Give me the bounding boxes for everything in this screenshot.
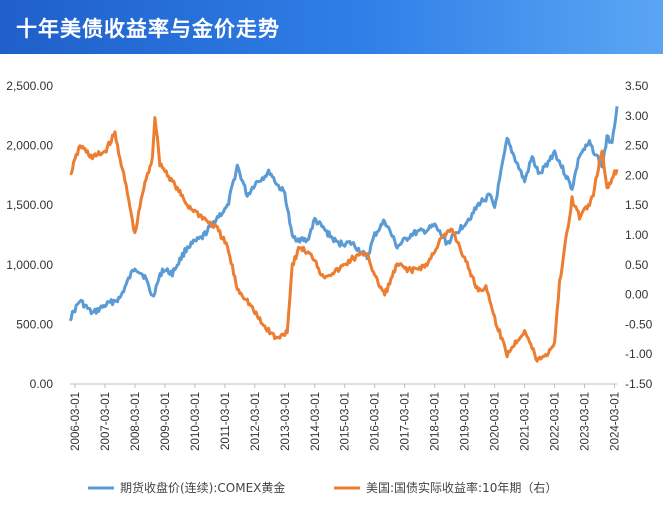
y-left-tick-label: 2,500.00 bbox=[6, 79, 53, 93]
y-left-tick-label: 1,000.00 bbox=[6, 258, 53, 272]
series-line-real-yield bbox=[69, 116, 619, 363]
y-right-tick-label: -1.50 bbox=[625, 377, 653, 391]
y-right-tick-label: 3.50 bbox=[625, 79, 649, 93]
y-left-tick-label: 500.00 bbox=[16, 317, 53, 331]
series-layer bbox=[68, 106, 619, 363]
series-line-gold bbox=[68, 106, 619, 322]
y-right-tick-label: 2.00 bbox=[625, 168, 649, 182]
y-right-tick-label: -1.00 bbox=[625, 347, 653, 361]
x-tick-label: 2008-03-01 bbox=[130, 392, 142, 451]
page-title: 十年美债收益率与金价走势 bbox=[16, 17, 280, 41]
title-banner: 十年美债收益率与金价走势 bbox=[0, 0, 663, 54]
y-right-tick-label: 1.50 bbox=[625, 198, 649, 212]
x-tick-label: 2011-03-01 bbox=[220, 392, 232, 450]
x-tick-label: 2013-03-01 bbox=[280, 392, 292, 451]
x-tick-label: 2022-03-01 bbox=[550, 392, 562, 451]
legend-label-gold: 期货收盘价(连续):COMEX黄金 bbox=[120, 480, 285, 495]
x-tick-label: 2021-03-01 bbox=[520, 392, 532, 451]
y-right-tick-label: 0.50 bbox=[625, 258, 649, 272]
x-tick-label: 2015-03-01 bbox=[340, 392, 352, 451]
y-right-tick-label: 2.50 bbox=[625, 139, 649, 153]
x-tick-label: 2018-03-01 bbox=[430, 392, 442, 451]
x-tick-label: 2020-03-01 bbox=[490, 392, 502, 451]
x-tick-label: 2014-03-01 bbox=[310, 392, 322, 451]
x-tick-label: 2009-03-01 bbox=[160, 392, 172, 451]
legend: 期货收盘价(连续):COMEX黄金 美国:国债实际收益率:10年期（右） bbox=[88, 480, 557, 495]
x-tick-label: 2010-03-01 bbox=[190, 392, 202, 451]
y-right-tick-label: 3.00 bbox=[625, 109, 649, 123]
y-right-tick-label: -0.50 bbox=[625, 317, 653, 331]
axes-layer: 0.00 500.00 1,000.00 1,500.00 2,000.00 2,500.… bbox=[6, 79, 652, 451]
x-tick-label: 2006-03-01 bbox=[70, 392, 82, 451]
y-left-tick-label: 1,500.00 bbox=[6, 198, 53, 212]
y-left-tick-label: 2,000.00 bbox=[6, 139, 53, 153]
y-right-tick-label: 1.00 bbox=[625, 228, 649, 242]
x-tick-label: 2007-03-01 bbox=[100, 392, 112, 451]
x-tick-label: 2012-03-01 bbox=[250, 392, 262, 451]
x-tick-label: 2019-03-01 bbox=[460, 392, 472, 451]
x-tick-label: 2017-03-01 bbox=[400, 392, 412, 451]
y-left-tick-label: 0.00 bbox=[30, 377, 54, 391]
gold-vs-yield-chart: 0.00 500.00 1,000.00 1,500.00 2,000.00 2,500.… bbox=[6, 79, 652, 495]
legend-label-real-yield: 美国:国债实际收益率:10年期（右） bbox=[366, 480, 557, 495]
y-right-tick-label: 0.00 bbox=[625, 288, 649, 302]
x-tick-label: 2024-03-01 bbox=[610, 392, 622, 451]
x-tick-label: 2016-03-01 bbox=[370, 392, 382, 451]
x-tick-label: 2023-03-01 bbox=[580, 392, 592, 451]
